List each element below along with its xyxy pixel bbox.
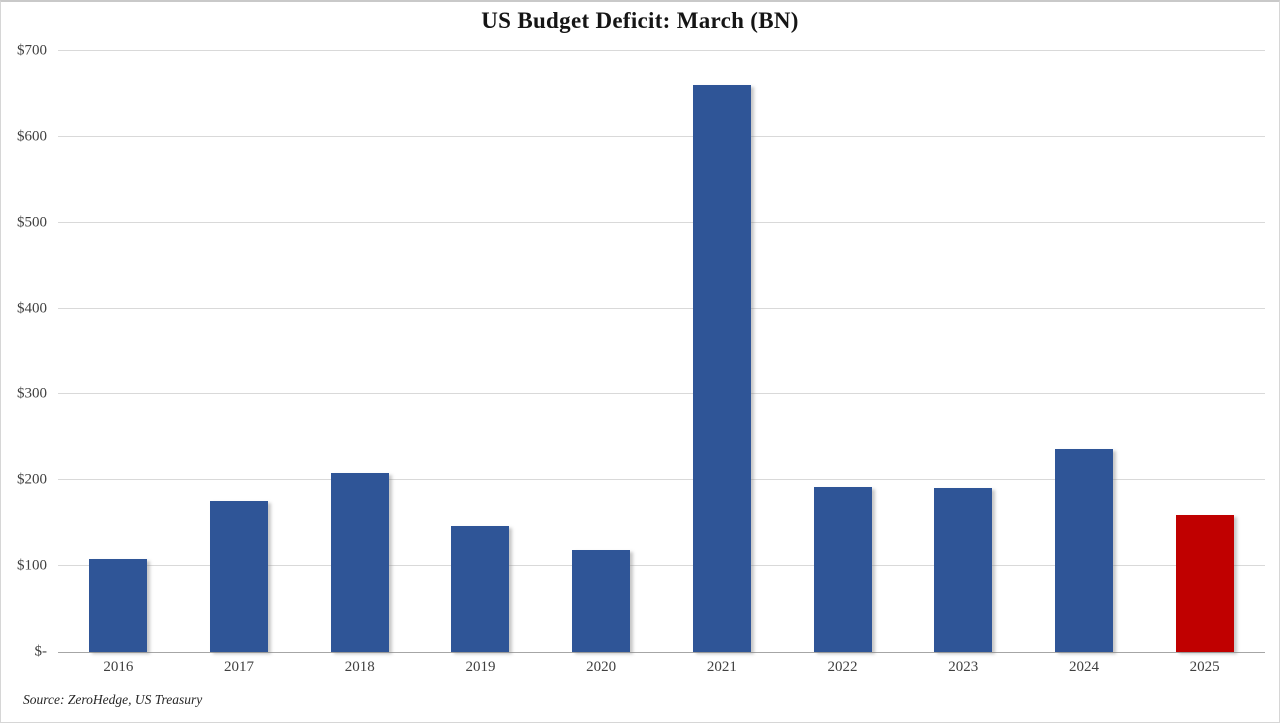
bar-2025 <box>1175 514 1234 652</box>
x-tick-label-2017: 2017 <box>224 659 255 675</box>
bar-2019 <box>451 525 510 652</box>
y-tick-label-100: $100 <box>17 557 47 574</box>
y-tick-label-400: $400 <box>17 300 47 317</box>
bar-2021 <box>692 85 751 652</box>
x-tick-label-2020: 2020 <box>586 659 617 675</box>
gridline-200 <box>58 479 1265 481</box>
bar-2020 <box>572 549 631 652</box>
y-tick-label-0: $- <box>34 643 48 660</box>
bar-2017 <box>210 500 269 652</box>
source-note: Source: ZeroHedge, US Treasury <box>23 692 203 707</box>
bar-2022 <box>813 487 872 652</box>
x-tick-label-2016: 2016 <box>103 659 134 675</box>
bar-2024 <box>1054 449 1113 652</box>
x-tick-label-2021: 2021 <box>706 659 737 675</box>
x-tick-label-2023: 2023 <box>948 659 979 675</box>
y-axis-labels: $- $100 $200 $300 $400 $500 $600 $700 <box>1 43 47 660</box>
gridline-400 <box>58 307 1265 309</box>
bar-2023 <box>934 488 993 652</box>
y-tick-label-300: $300 <box>17 385 47 402</box>
x-tick-label-2018: 2018 <box>344 659 375 675</box>
bar-2018 <box>330 473 389 652</box>
bar-2016 <box>89 559 148 652</box>
gridline-700 <box>58 50 1265 51</box>
gridline-600 <box>58 135 1265 137</box>
x-tick-label-2025: 2025 <box>1189 659 1220 675</box>
plot-area <box>58 50 1265 653</box>
x-tick-label-2019: 2019 <box>465 659 496 675</box>
y-tick-label-500: $500 <box>17 214 47 231</box>
y-tick-label-200: $200 <box>17 471 47 488</box>
chart-title: US Budget Deficit: March (BN) <box>481 8 799 33</box>
y-tick-label-600: $600 <box>17 128 47 145</box>
gridline-500 <box>58 221 1265 223</box>
x-axis-labels: 2016 2017 2018 2019 2020 2021 2022 2023 2024 2025 <box>58 659 1265 681</box>
y-tick-label-700: $700 <box>17 42 47 59</box>
gridline-300 <box>58 393 1265 395</box>
gridline-100 <box>58 565 1265 567</box>
x-tick-label-2022: 2022 <box>827 659 858 675</box>
x-tick-label-2024: 2024 <box>1068 659 1099 675</box>
